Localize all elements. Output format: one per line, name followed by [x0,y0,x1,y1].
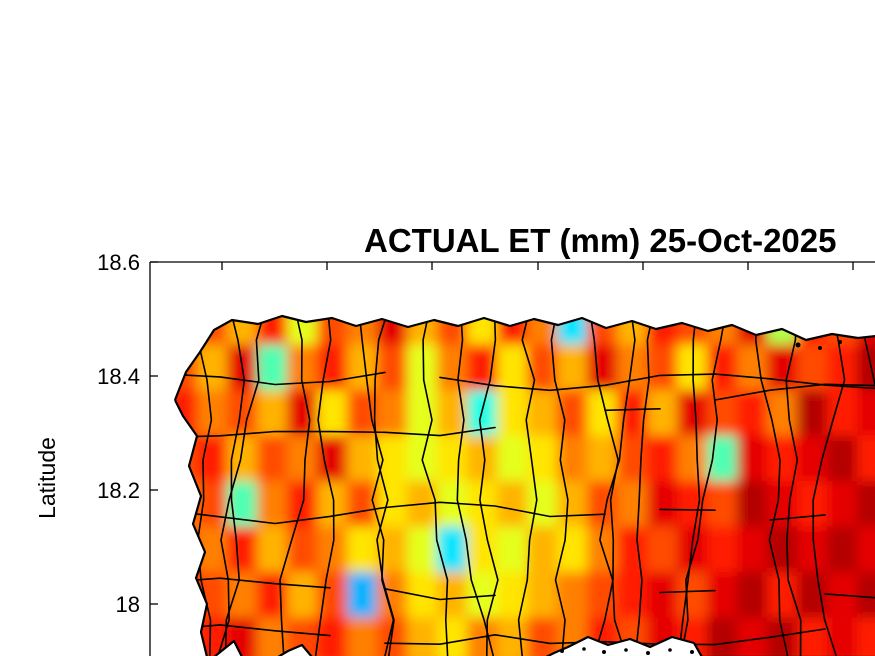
y-tick-label: 18.6 [97,250,140,275]
coastline-outline [173,314,875,656]
y-axis-label: Latitude [34,437,60,519]
puerto-rico-map [175,316,875,656]
y-tick-label: 18 [116,592,140,617]
top-axis-ticks [221,262,854,270]
et-heatmap-cells [175,316,875,656]
y-tick-label: 18.2 [97,478,140,503]
chart-title: ACTUAL ET (mm) 25-Oct-2025 [364,222,837,259]
municipality-boundaries [175,316,875,656]
y-axis-ticks [150,261,158,605]
offshore-islets [560,340,842,655]
y-tick-label: 18.4 [97,364,140,389]
